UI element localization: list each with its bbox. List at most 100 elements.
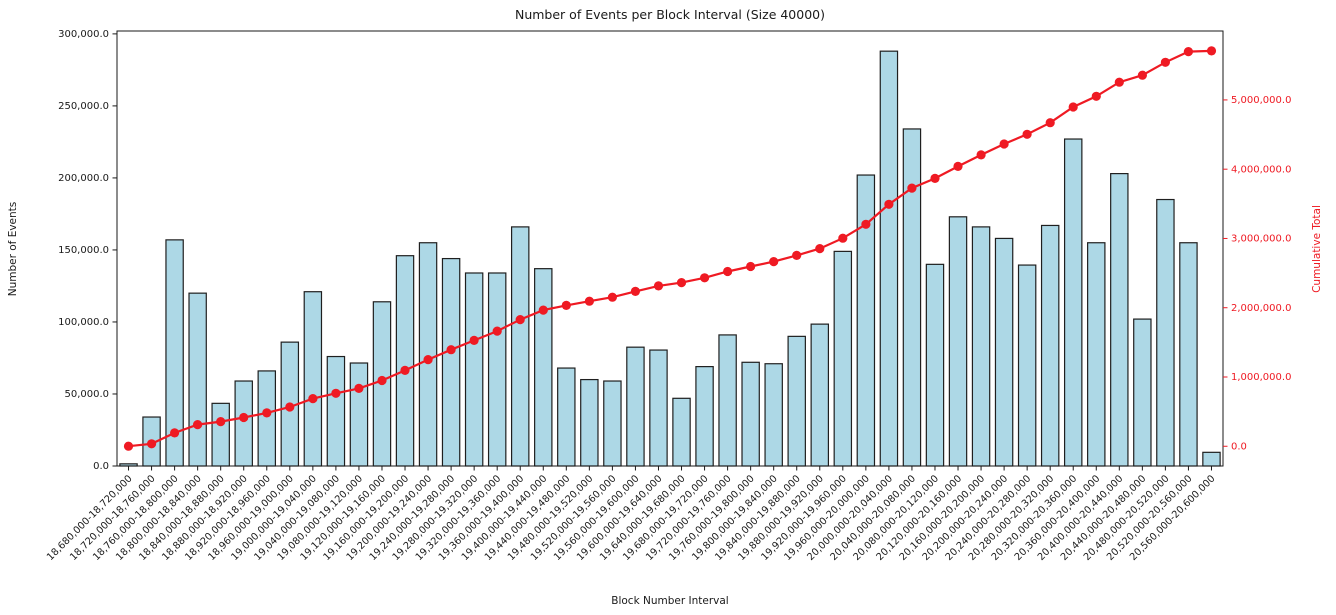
bar — [695, 366, 714, 467]
cumulative-point — [723, 266, 733, 277]
cumulative-point — [262, 408, 272, 418]
bar — [1133, 318, 1152, 467]
bar — [1063, 138, 1083, 467]
y-tick-label-right: 4,000,000.0 — [1231, 164, 1291, 175]
bar — [1202, 451, 1221, 467]
cumulative-point — [676, 278, 687, 288]
bar — [741, 361, 760, 467]
cumulative-point — [469, 335, 479, 345]
cumulative-point — [1045, 118, 1055, 128]
cumulative-point — [515, 315, 525, 325]
bar — [326, 355, 346, 467]
bar — [971, 226, 991, 467]
bar — [557, 367, 576, 467]
bar — [1087, 242, 1106, 467]
cumulative-point — [400, 365, 410, 375]
cumulative-point — [561, 300, 571, 310]
bar — [626, 346, 645, 467]
y-tick-label-right: 5,000,000.0 — [1231, 95, 1291, 106]
cumulative-point — [285, 402, 295, 412]
cumulative-point — [1137, 70, 1147, 80]
cumulative-point — [976, 150, 986, 160]
cumulative-point — [1022, 129, 1032, 139]
cumulative-point — [1068, 102, 1078, 112]
x-axis-label: Block Number Interval — [611, 595, 728, 607]
cumulative-point — [746, 261, 756, 272]
cumulative-point — [446, 345, 456, 355]
cumulative-point — [792, 250, 802, 260]
bar — [1017, 264, 1037, 467]
y-tick-label-left: 300,000.0 — [58, 29, 109, 40]
cumulative-point — [423, 355, 433, 365]
cumulative-point — [1114, 77, 1124, 87]
cumulative-point — [630, 286, 641, 296]
cumulative-point — [170, 428, 180, 438]
cumulative-point — [147, 439, 157, 449]
cumulative-point — [769, 257, 779, 267]
bar — [418, 242, 438, 467]
cumulative-point — [123, 441, 134, 451]
cumulative-point — [492, 326, 502, 336]
y-tick-label-right: 3,000,000.0 — [1231, 234, 1291, 245]
bar — [303, 291, 323, 467]
y-tick-label-left: 250,000.0 — [58, 101, 109, 112]
y-tick-label-left: 200,000.0 — [58, 173, 109, 184]
bar — [510, 226, 530, 467]
cumulative-point — [953, 161, 963, 171]
bar — [787, 335, 806, 467]
bar — [718, 334, 737, 467]
bar — [764, 363, 783, 467]
bar — [257, 370, 277, 467]
y-tick-label-left: 50,000.0 — [64, 389, 109, 400]
cumulative-point — [884, 199, 894, 209]
bar — [810, 323, 830, 467]
y-tick-label-right: 1,000,000.0 — [1231, 372, 1291, 383]
bar — [994, 237, 1014, 467]
cumulative-point — [907, 183, 917, 193]
bar — [1040, 224, 1060, 467]
cumulative-point — [1160, 57, 1170, 67]
bar — [234, 380, 253, 467]
y-axis-label-left: Number of Events — [7, 202, 19, 297]
bar — [948, 216, 968, 467]
cumulative-point — [700, 273, 710, 283]
bar — [211, 402, 230, 467]
bar — [1156, 198, 1175, 467]
bar — [833, 250, 853, 467]
cumulative-point — [216, 417, 226, 427]
bar — [534, 268, 553, 467]
y-tick-label-left: 100,000.0 — [58, 317, 109, 328]
y-tick-label-right: 2,000,000.0 — [1231, 303, 1291, 314]
bar — [441, 257, 461, 467]
y-tick-label-right: 0.0 — [1231, 441, 1247, 452]
cumulative-point — [584, 296, 595, 306]
cumulative-point — [1183, 47, 1193, 57]
bar — [649, 349, 668, 467]
cumulative-point — [930, 173, 940, 183]
bar — [464, 272, 484, 467]
bar — [1110, 173, 1129, 467]
bar — [925, 263, 945, 467]
bar — [902, 128, 922, 467]
bar — [1179, 242, 1198, 467]
chart-title: Number of Events per Block Interval (Siz… — [515, 7, 825, 22]
cumulative-point — [838, 233, 848, 243]
cumulative-point — [331, 388, 341, 398]
bar — [879, 50, 899, 467]
cumulative-point — [377, 375, 387, 386]
cumulative-point — [538, 305, 548, 315]
y-tick-label-left: 0.0 — [93, 461, 109, 472]
cumulative-point — [1091, 91, 1101, 101]
bar — [580, 378, 599, 467]
bar — [487, 272, 507, 467]
cumulative-point — [354, 383, 364, 393]
bar — [188, 292, 207, 467]
bar — [395, 255, 415, 467]
cumulative-point — [861, 219, 871, 229]
y-axis-label-right: Cumulative Total — [1311, 205, 1323, 293]
cumulative-point — [653, 281, 664, 291]
bar — [672, 397, 691, 467]
cumulative-point — [1206, 46, 1217, 56]
